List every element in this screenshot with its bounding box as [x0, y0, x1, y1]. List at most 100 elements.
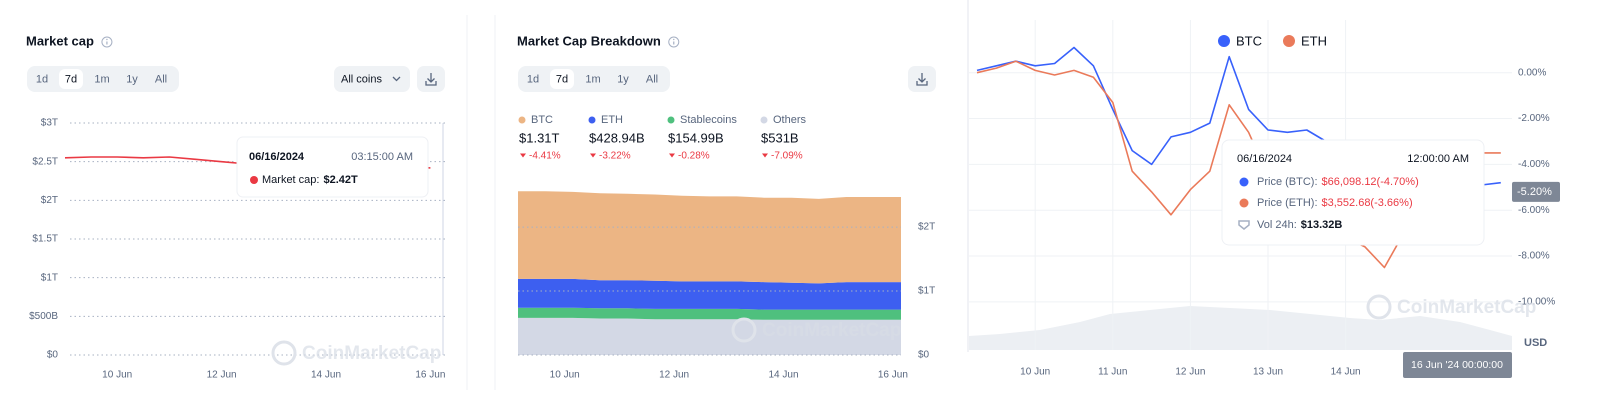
legend-label: BTC [531, 114, 553, 126]
y-tick-label: $500B [29, 311, 58, 322]
tooltip-label: Vol 24h: [1257, 219, 1297, 231]
range-button-selected[interactable] [550, 69, 574, 89]
range-button[interactable]: 7d [556, 73, 568, 85]
change-arrow [520, 153, 526, 158]
tooltip-value: $66,098.12(-4.70%) [1322, 176, 1419, 188]
download-icon [425, 73, 437, 86]
tooltip-icon [1238, 220, 1250, 230]
y-tick-label: -6.00% [1518, 205, 1550, 216]
tooltip-time: 03:15:00 AM [351, 151, 413, 163]
range-button[interactable]: 7d [65, 73, 77, 85]
tooltip-label: Price (ETH): [1257, 197, 1318, 209]
x-tick-label: 11 Jun [1098, 367, 1127, 378]
legend-change: -7.09% [771, 151, 803, 162]
legend-dot [518, 116, 526, 124]
info-icon [101, 36, 113, 48]
unit-label: USD [1524, 337, 1547, 349]
y-tick-label: $0 [47, 350, 59, 361]
legend-label: BTC [1236, 33, 1262, 48]
tooltip-dot [250, 176, 258, 184]
legend-dot [667, 116, 675, 124]
tooltip-row: Market cap: $2.42T [262, 174, 358, 186]
info-icon [673, 38, 675, 41]
legend-latest: $531B [761, 130, 799, 145]
legend-latest: $154.99B [668, 130, 724, 145]
current-value-label: -5.20% [1517, 186, 1552, 198]
range-button[interactable]: 1m [94, 73, 109, 85]
y-tick-label: $2.5T [32, 156, 58, 167]
legend-dot [588, 116, 596, 124]
legend-dot [1283, 35, 1295, 47]
x-tick-label: 12 Jun [207, 370, 237, 381]
tooltip-dot [1239, 198, 1249, 208]
y-tick-label: -10.00% [1518, 297, 1555, 308]
y-tick-label: 0.00% [1518, 67, 1546, 78]
y-tick-label: $2T [41, 195, 58, 206]
range-button[interactable]: 1d [36, 73, 48, 85]
dropdown[interactable] [334, 66, 410, 92]
stack-area [518, 317, 901, 355]
x-tick-label: 10 Jun [1020, 367, 1050, 378]
x-tick-label: 13 Jun [1253, 367, 1283, 378]
legend-change: -4.41% [529, 151, 561, 162]
y-tick-label: $3T [41, 118, 58, 129]
tooltip-label: Price (BTC): [1257, 176, 1318, 188]
y-tick-label: -4.00% [1518, 159, 1550, 170]
volume-area [969, 306, 1512, 350]
crosshair-label: 16 Jun '24 00:00:00 [1411, 359, 1503, 371]
tooltip [236, 136, 429, 198]
legend-latest: $1.31T [519, 130, 560, 145]
x-tick-label: 10 Jun [102, 370, 132, 381]
range-button[interactable]: 1y [126, 73, 138, 85]
range-button[interactable]: 1m [585, 73, 600, 85]
watermark: CoinMarketCap [302, 343, 441, 364]
x-tick-label: 14 Jun [311, 370, 341, 381]
x-tick-label: 12 Jun [1175, 367, 1205, 378]
range-button[interactable]: 1y [617, 73, 629, 85]
x-tick-label: 16 Jun [878, 370, 908, 381]
legend-dot [760, 116, 768, 124]
tooltip-row: Price (BTC): $66,098.12(-4.70%) [1257, 176, 1419, 188]
x-tick-label: 14 Jun [768, 370, 798, 381]
legend-label: ETH [601, 114, 623, 126]
legend-latest: $428.94B [589, 130, 645, 145]
stack-area [518, 191, 901, 284]
range-button[interactable]: All [155, 73, 167, 85]
legend-label: ETH [1301, 33, 1327, 48]
x-tick-label: 10 Jun [550, 370, 580, 381]
x-tick-label: 16 Jun [415, 370, 445, 381]
tooltip-row: Vol 24h: $13.32B [1257, 219, 1342, 231]
current-value-badge [1512, 181, 1560, 202]
watermark-logo [1366, 294, 1392, 320]
tooltip-date: 06/16/2024 [249, 151, 305, 163]
tooltip-time: 12:00:00 AM [1407, 153, 1469, 165]
y-tick-label: $1T [41, 272, 58, 283]
crosshair-label-box [1403, 352, 1512, 378]
tooltip-label: Market cap: [262, 174, 319, 186]
legend-change: -3.22% [599, 151, 631, 162]
range-button-selected[interactable] [59, 69, 83, 89]
y-tick-label: $0 [918, 350, 930, 361]
info-icon [668, 36, 680, 48]
watermark: CoinMarketCap [1397, 297, 1536, 318]
tooltip-value: $13.32B [1301, 219, 1343, 231]
x-tick-label: 12 Jun [659, 370, 689, 381]
dropdown-label[interactable]: All coins [341, 73, 382, 85]
change-arrow [590, 153, 596, 158]
download-icon [916, 73, 928, 86]
y-tick-label: -8.00% [1518, 251, 1550, 262]
tooltip-dot [1239, 177, 1249, 187]
change-arrow [669, 153, 675, 158]
change-arrow [762, 153, 768, 158]
tooltip-value: $2.42T [323, 174, 358, 186]
tooltip-value: $3,552.68(-3.66%) [1322, 197, 1413, 209]
range-button[interactable]: All [646, 73, 658, 85]
range-button[interactable]: 1d [527, 73, 539, 85]
legend-label: Others [773, 114, 807, 126]
y-tick-label: -2.00% [1518, 113, 1550, 124]
tooltip-date: 06/16/2024 [1237, 153, 1292, 165]
y-tick-label: $2T [918, 222, 935, 233]
tooltip-row: Price (ETH): $3,552.68(-3.66%) [1257, 197, 1413, 209]
info-icon [106, 38, 108, 41]
